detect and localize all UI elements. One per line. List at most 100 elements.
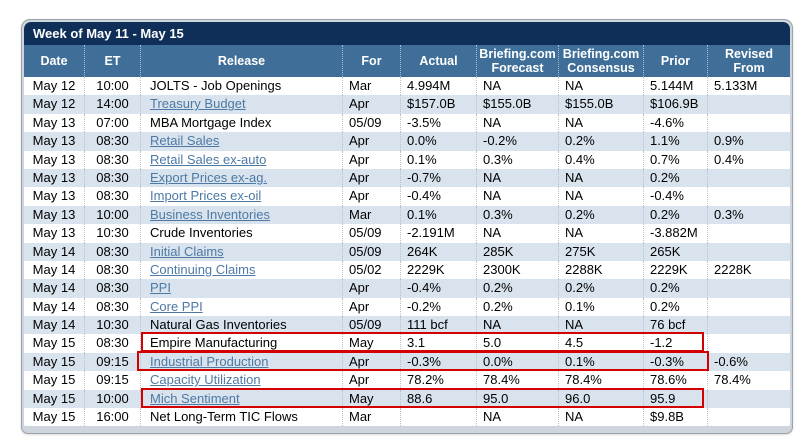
release-link[interactable]: Initial Claims [150, 243, 224, 259]
column-header-et: ET [84, 45, 140, 77]
cell-for: 05/09 [342, 242, 400, 261]
cell-for: 05/09 [342, 316, 400, 335]
release-link[interactable]: Capacity Utilization [150, 372, 261, 388]
cell-for: May [342, 334, 400, 353]
cell-date: May 14 [32, 243, 76, 259]
table-row: May 15 09:15 Capacity Utilization Apr 78.2% 7… [24, 371, 790, 390]
cell-forecast: 5.0 [476, 334, 558, 353]
cell-et: 10:00 [84, 389, 140, 409]
cell-release: Natural Gas Inventories [140, 316, 342, 335]
cell-actual: 88.6 [400, 389, 476, 409]
cell-revised [707, 168, 790, 188]
cell-et: 08:30 [84, 297, 140, 317]
cell-consensus: NA [558, 187, 643, 206]
cell-actual [400, 408, 476, 427]
cell-consensus: 96.0 [558, 389, 643, 409]
cell-revised [707, 242, 790, 261]
release-link[interactable]: Treasury Budget [150, 96, 246, 112]
cell-date: May 15 [32, 390, 76, 406]
column-header-consensus: Briefing.com Consensus [558, 45, 643, 77]
table-row: May 15 10:00 Mich Sentiment May 88.6 95.0 96.0… [24, 389, 790, 409]
cell-forecast: 0.2% [476, 297, 558, 317]
cell-revised: 0.3% [707, 205, 790, 225]
cell-for: Apr [342, 150, 400, 169]
cell-release: Mich Sentiment [140, 389, 342, 409]
table-row: May 13 08:30 Import Prices ex-oil Apr -0.4% N… [24, 187, 790, 206]
table-row: May 12 10:00 JOLTS - Job Openings Mar 4.994M… [24, 77, 790, 96]
cell-prior: 95.9 [643, 389, 707, 409]
cell-prior: -0.4% [643, 187, 707, 206]
table-row: May 13 08:30 Export Prices ex-ag. Apr -0.7% N… [24, 168, 790, 188]
cell-for: Mar [342, 408, 400, 427]
cell-for: Apr [342, 279, 400, 298]
cell-revised [707, 95, 790, 114]
cell-et: 08:30 [84, 132, 140, 151]
release-link[interactable]: Retail Sales ex-auto [150, 151, 267, 167]
cell-prior: 1.1% [643, 132, 707, 151]
cell-revised [707, 224, 790, 243]
table-row: May 13 08:30 Retail Sales Apr 0.0% -0.2% 0.2% 1… [24, 132, 790, 151]
cell-release: Continuing Claims [140, 260, 342, 280]
cell-release: Import Prices ex-oil [140, 187, 342, 206]
cell-release: Net Long-Term TIC Flows [140, 408, 342, 427]
column-header-prior: Prior [643, 45, 707, 77]
cell-release: Crude Inventories [140, 224, 342, 243]
table-body: May 12 10:00 JOLTS - Job Openings Mar 4.994M… [24, 77, 790, 427]
cell-release: Initial Claims [140, 242, 342, 261]
cell-et: 09:15 [84, 371, 140, 390]
release-link[interactable]: Export Prices ex-ag. [150, 169, 268, 185]
cell-actual: 0.1% [400, 150, 476, 169]
cell-forecast: NA [476, 316, 558, 335]
cell-prior: $106.9B [643, 95, 707, 114]
release-link[interactable]: PPI [150, 280, 171, 296]
cell-consensus: 275K [558, 242, 643, 261]
cell-for: 05/09 [342, 113, 400, 133]
release-link[interactable]: Industrial Production [150, 353, 269, 369]
table-row: May 13 10:30 Crude Inventories 05/09 -2.191M… [24, 224, 790, 243]
column-header-release: Release [140, 45, 342, 77]
cell-forecast: $155.0B [476, 95, 558, 114]
release-link[interactable]: Import Prices ex-oil [150, 188, 262, 204]
cell-consensus: 0.1% [558, 297, 643, 317]
cell-actual: 78.2% [400, 371, 476, 390]
cell-date: May 14 [32, 261, 76, 277]
cell-consensus: NA [558, 408, 643, 427]
cell-date: May 13 [32, 133, 76, 149]
cell-release: Export Prices ex-ag. [140, 168, 342, 188]
cell-et: 10:00 [84, 205, 140, 225]
cell-forecast: NA [476, 408, 558, 427]
cell-et: 10:00 [84, 77, 140, 96]
cell-et: 07:00 [84, 113, 140, 133]
cell-et: 16:00 [84, 408, 140, 427]
week-title: Week of May 11 - May 15 [24, 22, 790, 45]
cell-date: May 13 [32, 225, 76, 241]
cell-prior: $9.8B [643, 408, 707, 427]
cell-et: 08:30 [84, 279, 140, 298]
cell-actual: 0.1% [400, 205, 476, 225]
cell-date: May 14 [32, 317, 76, 333]
cell-revised: 0.9% [707, 132, 790, 151]
cell-forecast: 0.3% [476, 205, 558, 225]
cell-release: Business Inventories [140, 205, 342, 225]
release-link[interactable]: Retail Sales [150, 133, 220, 149]
cell-release: JOLTS - Job Openings [140, 77, 342, 96]
release-link[interactable]: Core PPI [150, 298, 203, 314]
release-link[interactable]: Continuing Claims [150, 261, 256, 277]
cell-consensus: NA [558, 224, 643, 243]
cell-consensus: NA [558, 316, 643, 335]
cell-for: Apr [342, 95, 400, 114]
table-row: May 13 10:00 Business Inventories Mar 0.1% 0.… [24, 205, 790, 225]
table-row: May 15 08:30 Empire Manufacturing May 3.1 5.0… [24, 334, 790, 353]
cell-date: May 15 [32, 335, 76, 351]
cell-et: 08:30 [84, 150, 140, 169]
cell-prior: 265K [643, 242, 707, 261]
release-link[interactable]: Mich Sentiment [150, 390, 240, 406]
cell-et: 10:30 [84, 224, 140, 243]
cell-revised: 0.4% [707, 150, 790, 169]
cell-revised [707, 316, 790, 335]
release-link[interactable]: Business Inventories [150, 206, 270, 222]
cell-date: May 14 [32, 280, 76, 296]
cell-prior: 78.6% [643, 371, 707, 390]
cell-forecast: NA [476, 113, 558, 133]
cell-actual: -0.2% [400, 297, 476, 317]
